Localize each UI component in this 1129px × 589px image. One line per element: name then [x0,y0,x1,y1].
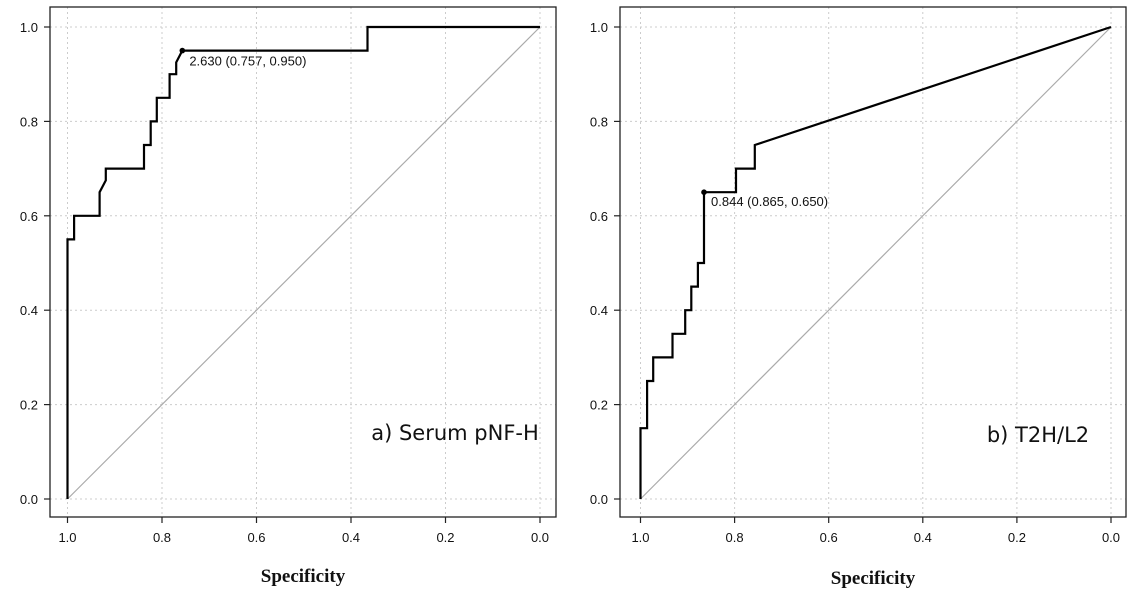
reference-diagonal-line [67,26,541,500]
reference-diagonal-line [640,26,1112,500]
y-tick-label: 0.6 [590,209,608,224]
panel-title: b) T2H/L2 [987,423,1089,447]
y-tick-label: 0.0 [590,492,608,507]
x-tick-label: 0.0 [531,530,549,545]
y-tick-label: 0.4 [20,303,38,318]
panel-title: a) Serum pNF-H [371,421,539,445]
y-tick-label: 0.8 [590,114,608,129]
cutoff-point-marker [701,189,707,195]
x-tick-label: 0.6 [820,530,838,545]
y-tick-label: 1.0 [20,20,38,35]
cutoff-point-marker [179,47,186,54]
roc-curve-line [639,25,1112,499]
y-tick-label: 1.0 [590,20,608,35]
cutoff-point-label: 0.844 (0.865, 0.650) [711,194,828,209]
x-tick-label: 0.6 [247,530,265,545]
y-tick-label: 0.2 [590,398,608,413]
x-axis-label: Specificity [261,566,346,587]
x-tick-label: 0.8 [153,530,171,545]
plot-frame [619,6,1127,518]
x-axis-label: Specificity [831,568,916,589]
x-tick-label: 0.0 [1102,530,1120,545]
x-tick-label: 0.2 [1008,530,1026,545]
x-tick-label: 1.0 [58,530,76,545]
y-tick-label: 0.4 [590,303,608,318]
x-tick-label: 1.0 [631,530,649,545]
plot-frame [49,6,557,518]
y-tick-label: 0.8 [20,114,38,129]
roc-curve-line [66,25,540,499]
y-tick-label: 0.6 [20,209,38,224]
x-tick-label: 0.8 [726,530,744,545]
y-tick-label: 0.2 [20,398,38,413]
x-tick-label: 0.4 [914,530,932,545]
cutoff-point-label: 2.630 (0.757, 0.950) [189,54,306,69]
x-tick-label: 0.2 [436,530,454,545]
x-tick-label: 0.4 [342,530,360,545]
y-tick-label: 0.0 [20,492,38,507]
